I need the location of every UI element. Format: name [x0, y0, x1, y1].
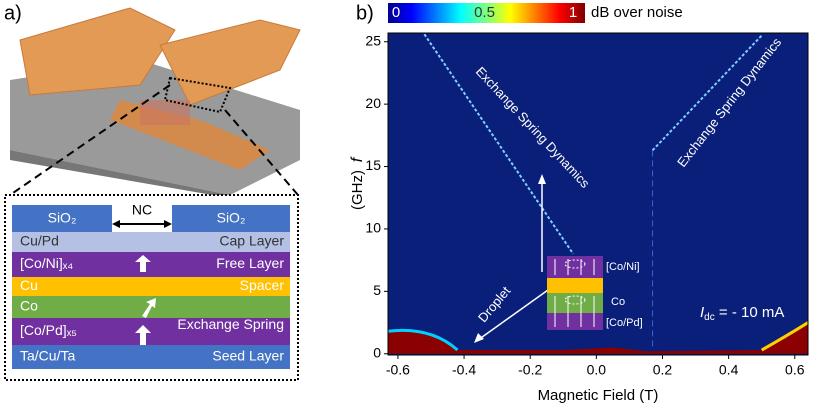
- x-tick-label: -0.2: [518, 362, 542, 378]
- layer-role: Exchange Spring: [177, 316, 284, 332]
- panel-label: b): [356, 2, 374, 24]
- panel-label: a): [4, 2, 22, 24]
- annotation-part: dc: [704, 312, 715, 323]
- y-tick-label: 15: [365, 157, 381, 173]
- colorbar-tick-label: 1: [569, 4, 577, 21]
- moment-arrow: [135, 255, 151, 272]
- layer: [12, 318, 290, 345]
- annotation-part: I: [700, 304, 704, 321]
- moment-arrow: [135, 325, 151, 345]
- inset-layer: [547, 278, 603, 293]
- moment-arrow: [142, 298, 156, 318]
- layer-role: Cap Layer: [219, 233, 284, 249]
- layer-material: [Co/Ni]ₓ₄: [20, 255, 73, 271]
- device-sketch: [9, 7, 301, 198]
- gap-label: NC: [132, 202, 152, 218]
- colorbar-tick-label: 0: [392, 4, 400, 21]
- layer-role: Free Layer: [216, 255, 284, 271]
- annotation-arrow: [477, 289, 549, 341]
- noise-band: [760, 321, 809, 352]
- y-tick-label: 5: [373, 282, 381, 298]
- plot-frame: [387, 32, 809, 356]
- inset-layer: [547, 293, 603, 313]
- y-tick-label: 25: [365, 32, 381, 48]
- x-tick-label: 0.0: [587, 362, 607, 378]
- y-tick-label: 10: [365, 220, 381, 236]
- layer: [12, 277, 290, 296]
- y-tick-label: 20: [365, 95, 381, 111]
- layer-material: Co: [20, 298, 38, 314]
- x-axis-label: Magnetic Field (T): [538, 387, 659, 404]
- y-tick-label: 0: [373, 344, 381, 360]
- layer: [12, 345, 290, 369]
- sio2-right: [172, 205, 290, 232]
- x-tick-label: 0.2: [653, 362, 673, 378]
- arrow-head: [474, 333, 484, 343]
- layer-text: SiO₂: [48, 210, 77, 226]
- annotation: Idc = - 10 mA: [700, 304, 784, 323]
- noise-band: [387, 328, 459, 352]
- x-tick-label: 0.6: [785, 362, 805, 378]
- inset-label: Co: [611, 296, 625, 308]
- noise-band: [388, 322, 808, 354]
- layer-material: Cu: [20, 277, 38, 293]
- layer: [12, 252, 290, 277]
- layer-role: Seed Layer: [212, 348, 284, 364]
- mode-branch: [423, 33, 575, 255]
- colorbar-label: dB over noise: [591, 4, 683, 21]
- mode-branch: [651, 34, 763, 152]
- annotation-part: = - 10 mA: [715, 304, 785, 321]
- inset-label: [Co/Ni]: [606, 261, 640, 273]
- x-tick-label: -0.6: [386, 362, 410, 378]
- arrow-head: [538, 174, 546, 184]
- precession: [564, 259, 586, 269]
- layer: [12, 232, 290, 252]
- layer-text: SiO₂: [217, 210, 246, 226]
- inset-layer: [547, 313, 603, 330]
- layer-material: Cu/Pd: [20, 233, 59, 249]
- inset-layer: [547, 256, 603, 278]
- layer-material: Ta/Cu/Ta: [20, 348, 75, 364]
- colorbar-tick-label: 0.5: [474, 4, 495, 21]
- y-axis-label: f: [349, 156, 366, 162]
- inset-label: [Co/Pd]: [606, 317, 643, 329]
- layer-material: [Co/Pd]ₓ₅: [20, 322, 77, 338]
- layer-role: Spacer: [240, 277, 285, 293]
- precession: [564, 295, 586, 305]
- x-tick-label: 0.4: [719, 362, 739, 378]
- colorbar: [388, 3, 585, 23]
- y-axis-label: (GHz): [349, 170, 366, 210]
- x-tick-label: -0.4: [452, 362, 476, 378]
- sio2-left: [12, 205, 112, 232]
